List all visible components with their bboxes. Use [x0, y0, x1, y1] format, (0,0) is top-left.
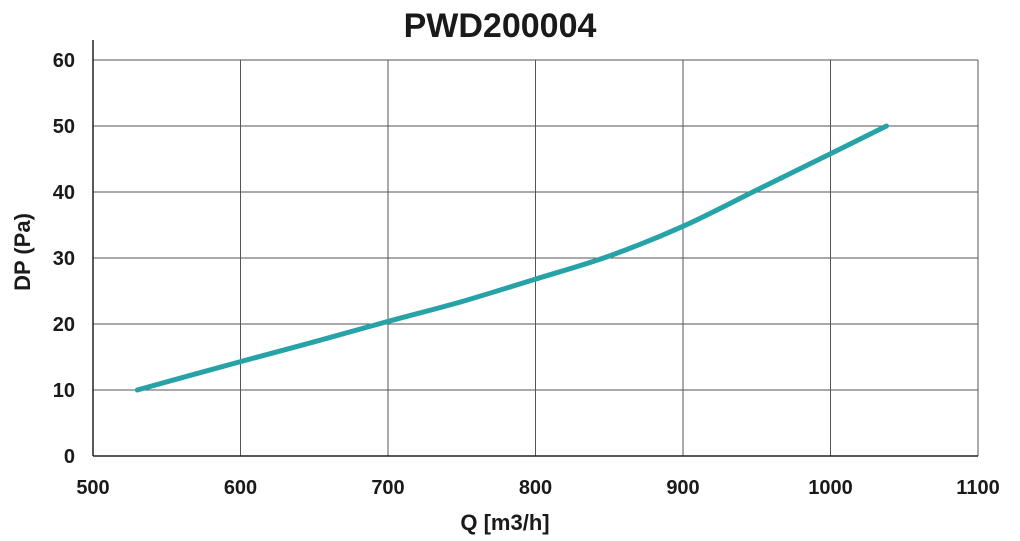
y-tick-label-0: 0: [64, 446, 75, 468]
x-tick-labels: 500 600 700 800 900 1000 1100: [76, 477, 999, 499]
grid: [93, 59, 979, 456]
x-tick-label-600: 600: [224, 477, 257, 499]
x-tick-label-900: 900: [666, 477, 699, 499]
x-tick-label-700: 700: [371, 477, 404, 499]
y-tick-label-40: 40: [53, 182, 75, 204]
axes: [92, 40, 978, 457]
x-axis-label: Q [m3/h]: [460, 510, 549, 535]
y-tick-label-30: 30: [53, 248, 75, 270]
x-tick-label-800: 800: [519, 477, 552, 499]
y-axis-label: DP (Pa): [10, 213, 35, 291]
x-tick-label-500: 500: [76, 477, 109, 499]
y-tick-label-10: 10: [53, 380, 75, 402]
y-tick-label-20: 20: [53, 314, 75, 336]
series-line-0: [134, 123, 889, 393]
y-tick-label-50: 50: [53, 116, 75, 138]
chart-title: PWD200004: [404, 7, 597, 45]
y-tick-labels: 0 10 20 30 40 50 60: [53, 50, 75, 468]
x-tick-label-1000: 1000: [808, 477, 853, 499]
y-tick-label-60: 60: [53, 50, 75, 72]
series: [134, 123, 889, 393]
x-tick-label-1100: 1100: [956, 477, 999, 499]
